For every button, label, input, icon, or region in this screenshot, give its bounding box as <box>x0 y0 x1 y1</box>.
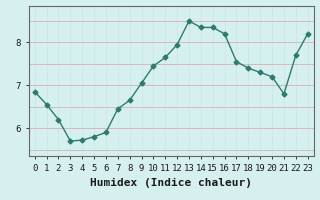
X-axis label: Humidex (Indice chaleur): Humidex (Indice chaleur) <box>90 178 252 188</box>
